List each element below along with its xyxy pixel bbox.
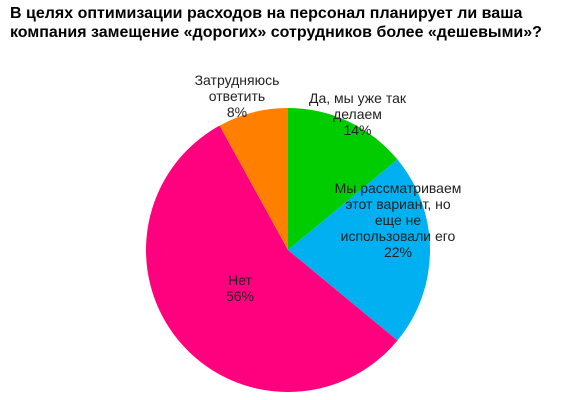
slice-label: Мы рассматриваем этот вариант, но еще не…	[333, 180, 463, 260]
pie-slice	[219, 108, 288, 250]
slice-label: Нет 56%	[190, 272, 290, 304]
pie-slice	[288, 108, 398, 250]
slice-value: 8%	[226, 104, 248, 120]
slice-value: 22%	[383, 244, 413, 260]
chart-title: В целях оптимизации расходов на персонал…	[10, 5, 542, 41]
slice-name: Да, мы уже так делаем	[309, 90, 406, 122]
slice-label: Затрудняюсь ответить 8%	[172, 72, 302, 120]
slice-name: Нет	[228, 272, 252, 288]
slice-name: Затрудняюсь ответить	[194, 72, 280, 104]
pie-slice	[145, 125, 398, 392]
slice-name: Мы рассматриваем этот вариант, но еще не…	[334, 180, 462, 244]
pie-slice	[288, 159, 430, 341]
slice-value: 56%	[225, 288, 255, 304]
slice-label: Да, мы уже так делаем 14%	[300, 90, 415, 138]
slice-value: 14%	[343, 122, 372, 138]
